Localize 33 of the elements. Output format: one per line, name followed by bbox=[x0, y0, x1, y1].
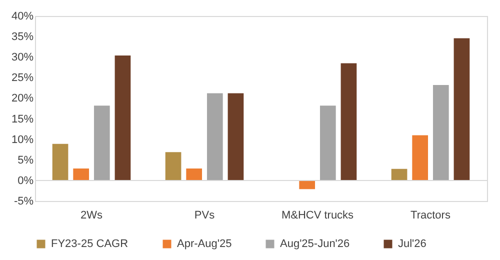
bar bbox=[452, 37, 470, 181]
bar bbox=[185, 168, 203, 181]
legend-label: Apr-Aug'25 bbox=[177, 238, 232, 250]
y-tick-label: 40% bbox=[11, 10, 34, 22]
x-tick-label: PVs bbox=[194, 210, 216, 222]
bar bbox=[432, 84, 450, 181]
bar bbox=[340, 62, 358, 181]
y-tick-label: -5% bbox=[14, 196, 34, 208]
legend-label: Jul'26 bbox=[398, 238, 426, 250]
bar bbox=[390, 168, 408, 181]
bar bbox=[206, 92, 224, 181]
bar bbox=[298, 180, 316, 190]
legend-label: FY23-25 CAGR bbox=[51, 238, 128, 250]
legend-label: Aug'25-Jun'26 bbox=[280, 238, 350, 250]
x-tick-label: M&HCV trucks bbox=[281, 210, 354, 222]
bar bbox=[93, 104, 111, 181]
y-tick-label: 0% bbox=[18, 174, 34, 187]
y-tick-label: 30% bbox=[11, 52, 34, 64]
y-tick-label: 25% bbox=[11, 72, 34, 84]
y-tick-label: 35% bbox=[11, 31, 34, 44]
bar bbox=[411, 134, 429, 181]
x-tick-label: Tractors bbox=[410, 210, 451, 222]
bar bbox=[164, 151, 182, 181]
y-tick-label: 5% bbox=[18, 154, 34, 166]
bar bbox=[72, 168, 90, 181]
y-tick-label: 15% bbox=[11, 113, 34, 126]
y-tick-label: 10% bbox=[11, 134, 34, 146]
bar bbox=[114, 54, 132, 181]
bar bbox=[226, 92, 244, 181]
bar bbox=[319, 104, 337, 181]
x-tick-label: 2Ws bbox=[80, 210, 103, 222]
bar bbox=[52, 143, 70, 181]
y-tick-label: 20% bbox=[11, 92, 34, 105]
